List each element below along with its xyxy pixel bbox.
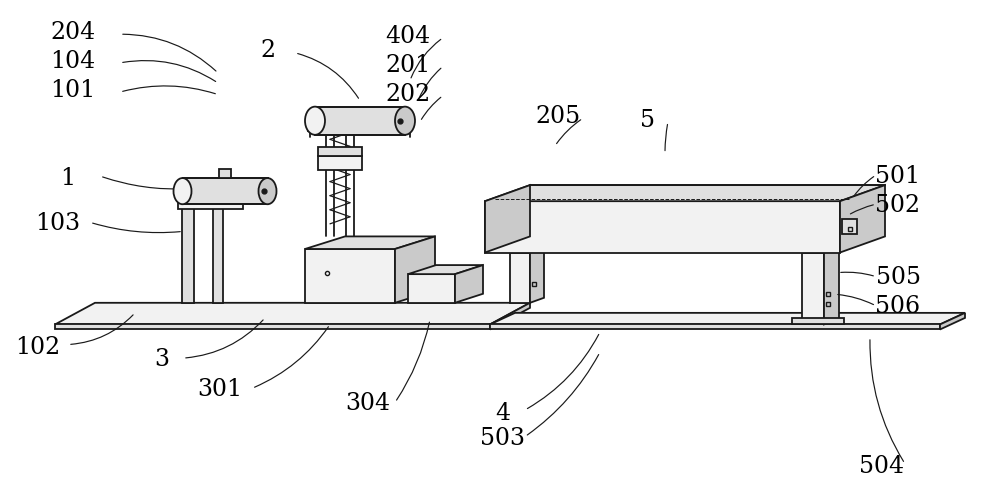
Polygon shape: [408, 265, 483, 274]
Polygon shape: [219, 169, 231, 178]
Polygon shape: [510, 253, 530, 303]
Polygon shape: [824, 247, 839, 324]
Polygon shape: [530, 247, 544, 303]
Polygon shape: [305, 236, 435, 249]
Polygon shape: [455, 265, 483, 303]
Text: 5: 5: [640, 109, 656, 132]
Polygon shape: [318, 156, 362, 170]
Polygon shape: [485, 185, 885, 201]
Text: 502: 502: [875, 194, 921, 217]
Polygon shape: [178, 201, 243, 209]
Polygon shape: [55, 324, 490, 329]
Text: 204: 204: [50, 21, 96, 44]
Text: 505: 505: [876, 266, 920, 289]
Text: 101: 101: [50, 79, 96, 102]
Polygon shape: [485, 185, 530, 253]
Polygon shape: [213, 206, 223, 303]
Polygon shape: [802, 247, 839, 253]
Text: 2: 2: [260, 39, 276, 62]
Text: 506: 506: [875, 295, 921, 318]
Text: 104: 104: [50, 50, 96, 73]
Polygon shape: [315, 107, 405, 135]
Polygon shape: [490, 324, 940, 329]
Text: 304: 304: [345, 392, 391, 415]
Polygon shape: [308, 126, 408, 131]
Polygon shape: [55, 303, 530, 324]
Text: 501: 501: [875, 164, 921, 188]
Polygon shape: [792, 318, 844, 324]
Text: 1: 1: [60, 167, 76, 190]
Polygon shape: [182, 178, 268, 204]
Ellipse shape: [174, 178, 192, 204]
Ellipse shape: [305, 107, 325, 135]
Text: 103: 103: [35, 212, 81, 235]
Polygon shape: [395, 236, 435, 303]
Polygon shape: [490, 303, 530, 329]
Ellipse shape: [395, 107, 415, 135]
Polygon shape: [305, 249, 395, 303]
Polygon shape: [490, 313, 965, 324]
Polygon shape: [408, 274, 455, 303]
Text: 205: 205: [535, 105, 581, 128]
Polygon shape: [940, 313, 965, 329]
Text: 102: 102: [15, 336, 61, 359]
Polygon shape: [182, 206, 194, 303]
Text: 404: 404: [385, 25, 431, 48]
Text: 504: 504: [859, 455, 905, 478]
Polygon shape: [802, 253, 824, 324]
Ellipse shape: [258, 178, 276, 204]
Text: 202: 202: [385, 83, 431, 106]
Polygon shape: [842, 219, 857, 234]
Text: 4: 4: [495, 402, 511, 425]
Polygon shape: [510, 247, 544, 253]
Polygon shape: [485, 201, 840, 253]
Polygon shape: [840, 185, 885, 253]
Text: 301: 301: [197, 378, 243, 401]
Text: 503: 503: [480, 427, 526, 450]
Text: 3: 3: [154, 348, 170, 371]
Text: 201: 201: [385, 54, 431, 77]
Polygon shape: [318, 147, 362, 156]
